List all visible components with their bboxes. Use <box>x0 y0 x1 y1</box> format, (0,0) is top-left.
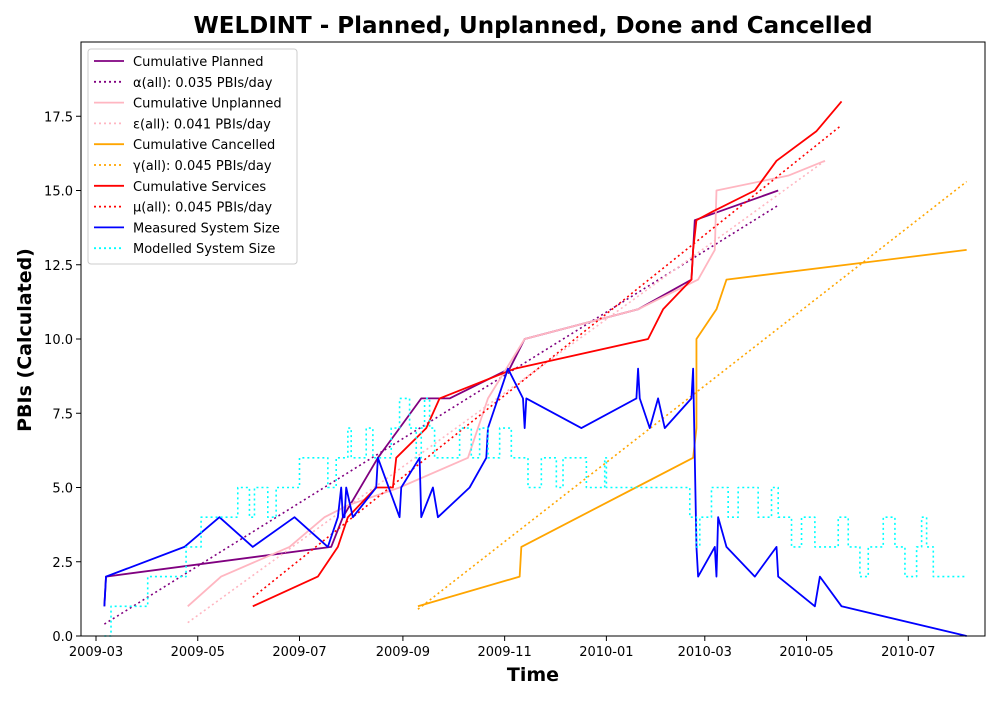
series-layer <box>103 100 968 637</box>
x-tick-label: 2009-05 <box>171 645 225 660</box>
legend-label-cumulative-cancelled: Cumulative Cancelled <box>133 138 275 153</box>
y-tick-label: 15.0 <box>44 185 73 200</box>
series-line-cumulative-planned <box>103 189 779 607</box>
x-tick-label: 2009-11 <box>477 645 531 660</box>
legend-label-cumulative-planned: Cumulative Planned <box>133 55 263 70</box>
series-line-all-0-041-pbis-day <box>187 160 826 624</box>
y-tick-label: 12.5 <box>44 259 73 274</box>
x-axis: 2009-03 2009-05 2009-07 2009-09 2009-11 2010-… <box>69 636 935 660</box>
y-axis-label: PBIs (Calculated) <box>14 248 36 432</box>
y-axis: 0.0 2.5 5.0 7.5 10.0 12.5 15.0 17.5 <box>44 110 81 645</box>
x-tick-label: 2009-07 <box>272 645 326 660</box>
legend-label-all-0-045-pbis-day: μ(all): 0.045 PBIs/day <box>133 201 272 216</box>
legend-label-all-0-041-pbis-day: ε(all): 0.041 PBIs/day <box>133 117 271 132</box>
series-line-cumulative-services <box>252 100 843 608</box>
legend-label-modelled-system-size: Modelled System Size <box>133 242 275 257</box>
x-tick-label: 2010-03 <box>678 645 732 660</box>
x-tick-label: 2010-07 <box>881 645 935 660</box>
series-line-measured-system-size <box>103 367 967 637</box>
legend-label-all-0-045-pbis-day: γ(all): 0.045 PBIs/day <box>133 159 272 174</box>
x-axis-label: Time <box>507 664 559 686</box>
chart-title: WELDINT - Planned, Unplanned, Done and C… <box>193 13 872 39</box>
series-line-cumulative-unplanned <box>187 159 826 607</box>
legend: Cumulative Planned α(all): 0.035 PBIs/day… <box>87 48 298 265</box>
y-tick-label: 17.5 <box>44 110 73 125</box>
x-tick-label: 2009-09 <box>376 645 430 660</box>
legend-label-measured-system-size: Measured System Size <box>133 221 280 236</box>
legend-label-all-0-035-pbis-day: α(all): 0.035 PBIs/day <box>133 76 273 91</box>
y-tick-label: 0.0 <box>52 630 73 645</box>
series-line-all-0-045-pbis-day <box>252 124 843 599</box>
x-tick-label: 2010-05 <box>779 645 833 660</box>
legend-label-cumulative-services: Cumulative Services <box>133 180 266 195</box>
x-tick-label: 2009-03 <box>69 645 123 660</box>
y-tick-label: 5.0 <box>52 482 73 497</box>
series-line-all-0-045-pbis-day <box>417 180 968 610</box>
y-tick-label: 7.5 <box>52 407 73 422</box>
y-tick-label: 2.5 <box>52 556 73 571</box>
x-tick-label: 2010-01 <box>579 645 633 660</box>
y-tick-label: 10.0 <box>44 333 73 348</box>
series-line-cumulative-cancelled <box>417 249 967 608</box>
legend-label-cumulative-unplanned: Cumulative Unplanned <box>133 97 282 112</box>
legend-box <box>87 48 298 265</box>
